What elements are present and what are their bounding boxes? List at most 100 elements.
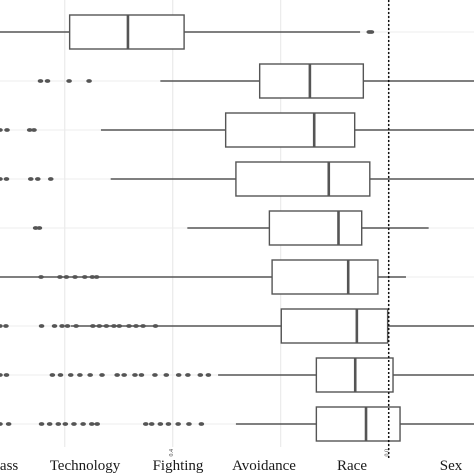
outlier-point — [37, 79, 44, 83]
outlier-point — [62, 422, 69, 426]
outlier-point — [55, 422, 62, 426]
outlier-point — [368, 30, 375, 34]
box-row-8 — [0, 357, 474, 393]
outlier-point — [0, 373, 3, 377]
outlier-point — [36, 226, 43, 230]
outlier-point — [38, 275, 44, 279]
box-row-2 — [37, 63, 474, 99]
outlier-point — [138, 373, 145, 377]
outlier-point — [67, 373, 74, 377]
outlier-point — [205, 373, 212, 377]
outlier-point — [59, 324, 65, 328]
outlier-point — [96, 324, 103, 328]
outlier-point — [38, 422, 45, 426]
outlier-point — [90, 324, 96, 328]
outlier-point — [77, 373, 83, 377]
outlier-point — [80, 422, 86, 426]
outlier-point — [63, 275, 70, 279]
outlier-point — [126, 324, 132, 328]
box — [280, 308, 389, 344]
outlier-point — [0, 177, 3, 181]
outlier-point — [57, 275, 63, 279]
category-label-fighting: Fighting — [153, 458, 204, 474]
outlier-point — [175, 422, 181, 426]
box-row-3 — [0, 112, 474, 148]
box — [224, 112, 356, 148]
box — [315, 406, 401, 442]
outlier-point — [121, 373, 127, 377]
outlier-point — [66, 79, 72, 83]
outlier-point — [46, 422, 53, 426]
outlier-point — [64, 324, 71, 328]
outlier-point — [157, 422, 164, 426]
x-tick-label: 0.0 — [385, 449, 391, 457]
outlier-point — [88, 422, 95, 426]
outlier-point — [132, 373, 138, 377]
outlier-point — [185, 373, 191, 377]
category-label-class: Class — [0, 458, 18, 474]
outlier-point — [148, 422, 155, 426]
outlier-point — [34, 177, 41, 181]
outlier-point — [114, 373, 120, 377]
outlier-point — [38, 324, 45, 328]
outlier-point — [31, 128, 37, 132]
outlier-point — [87, 373, 93, 377]
box-row-5 — [32, 210, 429, 246]
outlier-point — [0, 128, 3, 132]
outlier-point — [81, 275, 88, 279]
outlier-point — [86, 79, 92, 83]
outlier-point — [57, 373, 64, 377]
outlier-point — [152, 324, 159, 328]
outlier-point — [3, 177, 10, 181]
category-label-technology: Technology — [50, 458, 121, 474]
outlier-point — [51, 324, 58, 328]
outlier-point — [163, 373, 170, 377]
x-tick-labels: 0.4 0.0 — [169, 449, 391, 457]
box — [235, 161, 371, 197]
box-row-9 — [0, 406, 474, 442]
outlier-point — [73, 324, 79, 328]
category-label-race: Race — [337, 458, 367, 474]
outlier-point — [197, 373, 204, 377]
outlier-point — [152, 373, 158, 377]
box-row-1 — [0, 14, 375, 50]
outlier-point — [47, 177, 54, 181]
box-row-4 — [0, 161, 474, 197]
outlier-point — [186, 422, 192, 426]
outlier-point — [49, 373, 56, 377]
outlier-point — [26, 128, 33, 132]
box — [268, 210, 363, 246]
outlier-point — [99, 373, 105, 377]
category-label-avoidance: Avoidance — [232, 458, 296, 474]
outlier-point — [4, 128, 10, 132]
box-series — [0, 14, 474, 442]
outlier-point — [5, 422, 12, 426]
outlier-point — [103, 324, 110, 328]
outlier-point — [116, 324, 123, 328]
bottom-category-labels: Class Technology Fighting Avoidance Race Sex — [0, 458, 463, 474]
outlier-point — [0, 324, 3, 328]
outlier-point — [198, 422, 205, 426]
outlier-point — [3, 373, 10, 377]
outlier-point — [133, 324, 139, 328]
outlier-point — [71, 422, 77, 426]
box-row-6 — [0, 259, 406, 295]
box — [258, 63, 365, 99]
outlier-point — [142, 422, 149, 426]
outlier-point — [175, 373, 182, 377]
outlier-point — [140, 324, 146, 328]
outlier-point — [111, 324, 117, 328]
outlier-point — [3, 324, 9, 328]
outlier-point — [72, 275, 78, 279]
box — [271, 259, 379, 295]
outlier-point — [0, 422, 3, 426]
box-row-7 — [0, 308, 474, 344]
outlier-point — [44, 79, 51, 83]
outlier-point — [27, 177, 34, 181]
category-label-sex: Sex — [440, 458, 463, 474]
outlier-point — [89, 275, 96, 279]
outlier-point — [94, 422, 100, 426]
outlier-point — [165, 422, 172, 426]
